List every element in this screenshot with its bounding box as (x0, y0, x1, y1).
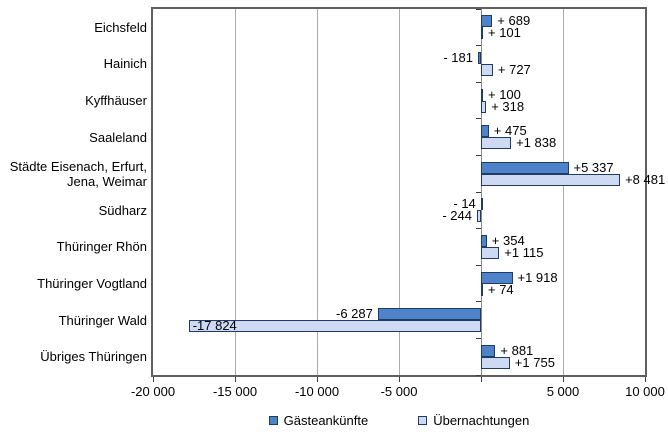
bar-value-label: + 354 (491, 232, 525, 248)
bar-arrivals (481, 125, 489, 138)
legend-item-gaesteankuenfte: Gästeankünfte (268, 412, 369, 428)
category-label: Thüringer Wald (58, 312, 147, 328)
category-axis-tick (476, 118, 481, 120)
x-axis-tick (480, 377, 482, 382)
bar-value-label: +1 115 (504, 244, 544, 260)
bar-overnights (188, 320, 481, 333)
bar-arrivals (377, 308, 481, 321)
bar-value-label: + 74 (488, 281, 514, 297)
bar-value-label: + 881 (500, 342, 534, 358)
legend-swatch-icon (268, 415, 278, 425)
x-axis-tick (562, 377, 564, 382)
legend: Gästeankünfte Übernachtungen (151, 410, 647, 430)
category-axis-tick (476, 45, 481, 47)
category-label: Saaleland (89, 129, 147, 145)
gridline (235, 9, 236, 375)
bar-value-label: + 689 (497, 13, 531, 29)
bar-arrivals (481, 15, 493, 28)
bar-value-label: +1 918 (517, 269, 558, 285)
category-axis-tick (476, 81, 481, 83)
bar-value-label: +5 337 (573, 159, 614, 175)
gridline (399, 9, 400, 375)
x-axis-tick-label: -15 000 (212, 384, 258, 399)
bar-value-label: -17 824 (192, 318, 237, 334)
bar-arrivals (481, 234, 487, 247)
plot-area (151, 7, 647, 377)
category-label: Thüringer Vogtland (37, 276, 147, 291)
bar-overnights (481, 283, 483, 296)
category-label: Thüringer Rhön (56, 239, 147, 255)
bar-overnights (481, 27, 483, 40)
x-axis-tick-label: -5 000 (380, 384, 418, 399)
bar-arrivals (480, 198, 483, 211)
gridline (563, 9, 564, 375)
category-label: Eichsfeld (94, 19, 147, 35)
category-axis-tick (476, 154, 481, 156)
category-label: Übriges Thüringen (40, 349, 147, 365)
bar-overnights (481, 63, 493, 76)
bar-value-label: - 244 (442, 208, 472, 224)
x-axis-tick (644, 377, 646, 382)
bar-value-label: + 727 (497, 61, 531, 77)
bar-overnights (481, 173, 621, 186)
bar-arrivals (481, 88, 483, 101)
x-axis-tick (234, 377, 236, 382)
bar-arrivals (478, 51, 481, 64)
bar-value-label: -6 287 (336, 306, 373, 322)
category-axis-tick (476, 337, 481, 339)
bar-overnights (481, 137, 512, 150)
bar-value-label: + 475 (493, 123, 527, 139)
bar-arrivals (481, 271, 513, 284)
x-axis-tick (316, 377, 318, 382)
bar-overnights (481, 100, 487, 113)
legend-item-uebernachtungen: Übernachtungen (418, 413, 529, 428)
bar-value-label: - 181 (443, 49, 473, 65)
legend-label: Gästeankünfte (283, 412, 369, 428)
category-axis-tick (476, 301, 481, 303)
category-axis-tick (476, 374, 481, 376)
x-axis-tick-label: 5 000 (546, 384, 580, 399)
legend-label: Übernachtungen (433, 412, 530, 428)
category-label: Hainich (103, 56, 147, 72)
category-label: Städte Eisenach, Erfurt, Jena, Weimar (9, 158, 147, 189)
x-axis-tick-label: -10 000 (294, 384, 340, 399)
x-axis-tick-label: 10 000 (625, 384, 665, 399)
bar-overnights (481, 356, 510, 369)
bar-value-label: + 318 (491, 98, 525, 114)
category-axis-tick (476, 191, 481, 193)
category-axis-tick (476, 228, 481, 230)
x-axis-tick-label: -20 000 (130, 384, 176, 399)
bar-arrivals (481, 161, 569, 174)
bar-value-label: + 100 (488, 86, 521, 102)
category-label: Südharz (98, 202, 147, 218)
category-axis-tick (476, 264, 481, 266)
bar-value-label: + 101 (488, 25, 521, 41)
bar-value-label: - 14 (453, 196, 476, 212)
gridline (317, 9, 318, 375)
bar-overnights (477, 210, 481, 223)
x-axis-tick (398, 377, 400, 382)
bar-overnights (481, 246, 500, 259)
category-axis-tick (476, 8, 481, 10)
zero-line (481, 9, 482, 375)
category-label: Kyffhäuser (85, 93, 147, 108)
bar-value-label: +8 481 (625, 171, 666, 187)
x-axis-tick (152, 377, 154, 382)
bar-value-label: +1 755 (514, 354, 555, 370)
bar-value-label: +1 838 (516, 135, 557, 151)
bar-arrivals (481, 344, 496, 357)
legend-swatch-icon (418, 415, 428, 425)
